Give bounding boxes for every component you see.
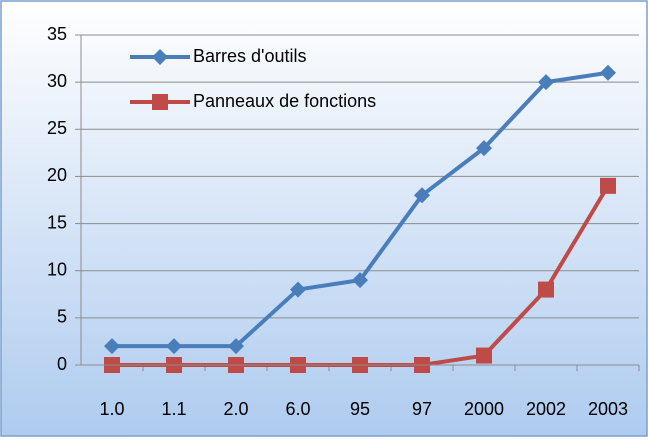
marker: [476, 347, 492, 364]
x-tick-label: 95: [350, 399, 370, 419]
legend-label: Panneaux de fonctions: [193, 91, 376, 111]
marker: [352, 272, 368, 289]
marker: [166, 338, 182, 355]
y-tick-label: 30: [47, 71, 67, 91]
x-tick-label: 2.0: [223, 399, 248, 419]
x-tick-label: 6.0: [285, 399, 310, 419]
y-tick-label: 35: [47, 24, 67, 44]
x-tick-label: 1.0: [99, 399, 124, 419]
marker: [476, 140, 492, 157]
marker: [104, 338, 120, 355]
marker: [228, 338, 244, 355]
x-tick-label: 2003: [588, 399, 628, 419]
legend-label: Barres d'outils: [193, 46, 306, 66]
x-tick-label: 2002: [526, 399, 566, 419]
marker: [290, 281, 306, 298]
y-tick-label: 5: [57, 307, 67, 327]
y-tick-label: 10: [47, 259, 67, 279]
x-tick-label: 2000: [464, 399, 504, 419]
y-tick-label: 15: [47, 212, 67, 232]
marker: [152, 94, 168, 110]
x-tick-label: 1.1: [161, 399, 186, 419]
marker: [538, 281, 554, 298]
marker: [600, 177, 616, 194]
marker: [600, 64, 616, 81]
marker: [538, 74, 554, 91]
marker: [414, 187, 430, 204]
x-tick-label: 97: [412, 399, 432, 419]
y-tick-label: 0: [57, 354, 67, 374]
y-tick-label: 25: [47, 118, 67, 138]
y-tick-label: 20: [47, 165, 67, 185]
marker: [152, 49, 168, 65]
